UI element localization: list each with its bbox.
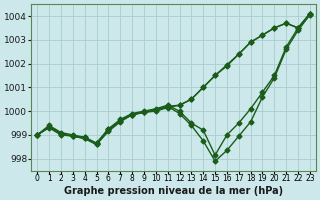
X-axis label: Graphe pression niveau de la mer (hPa): Graphe pression niveau de la mer (hPa) xyxy=(64,186,283,196)
